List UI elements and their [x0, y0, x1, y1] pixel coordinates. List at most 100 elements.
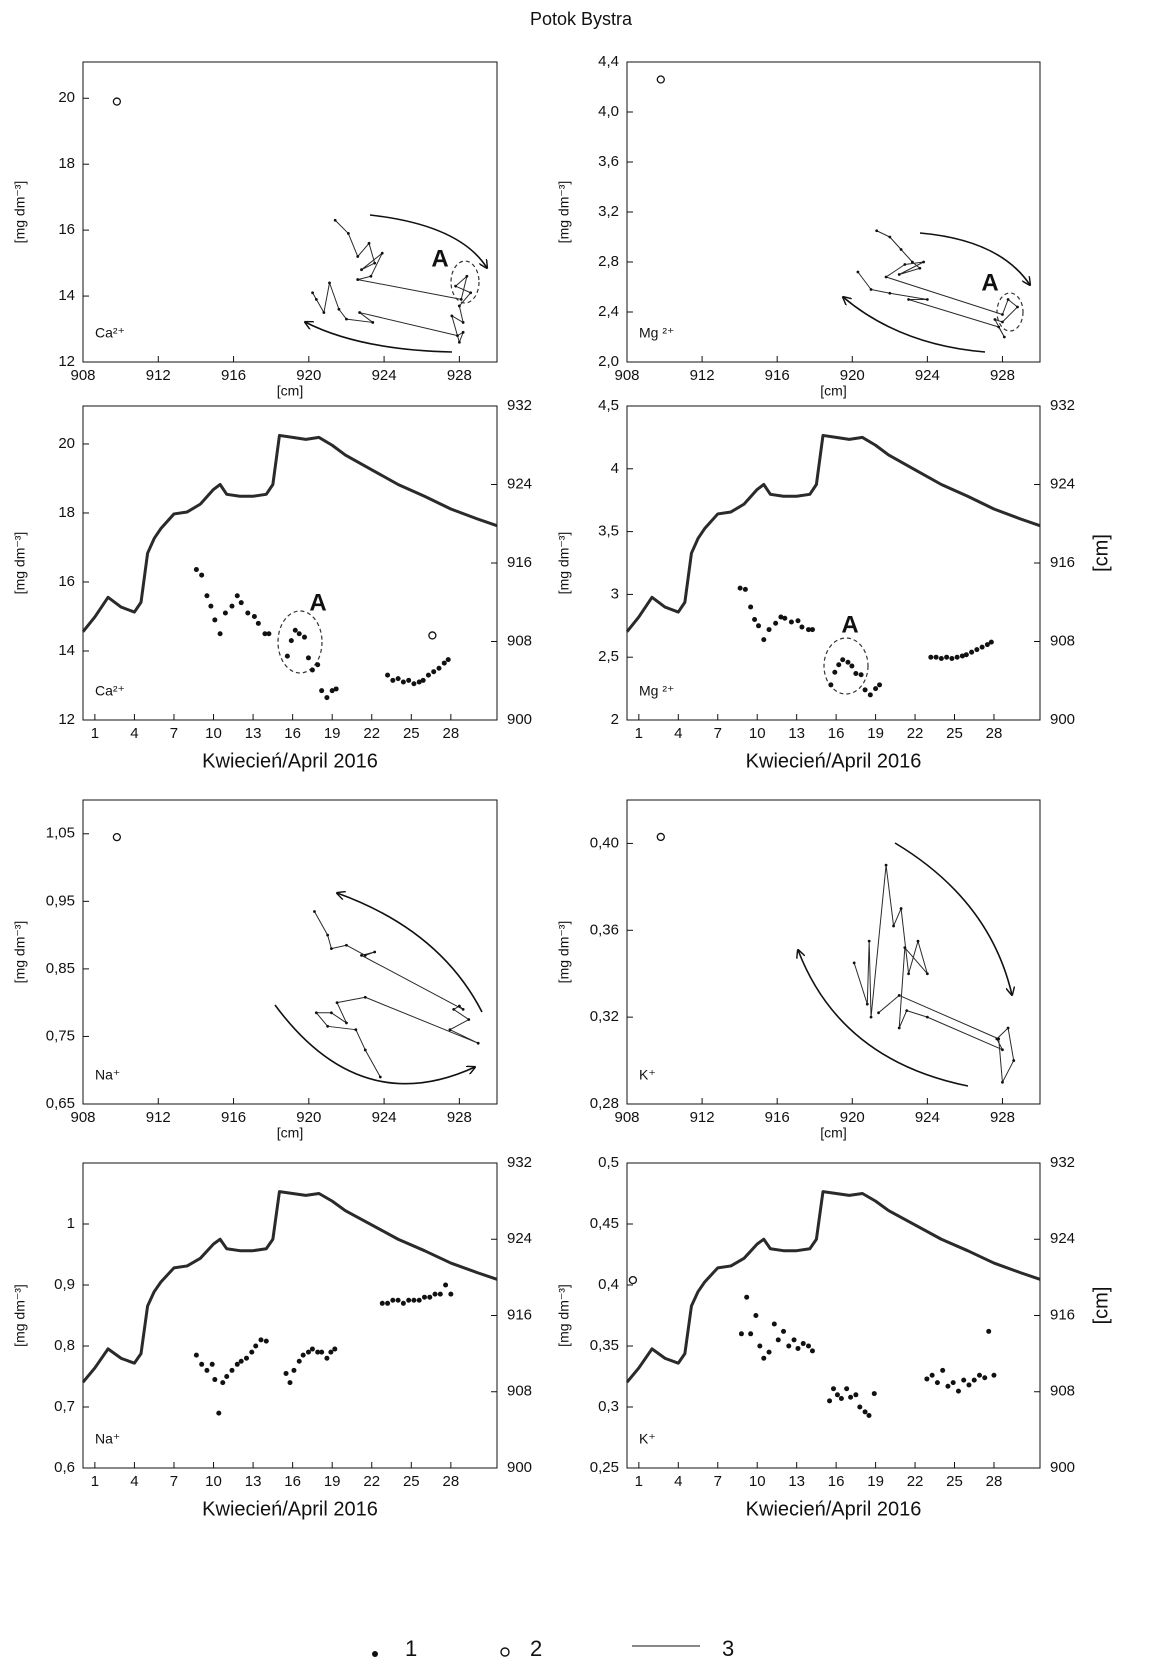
- y-tick-label: 0,45: [590, 1215, 619, 1232]
- y-tick-label: 14: [58, 287, 75, 304]
- y2-tick-label: 916: [507, 554, 532, 571]
- x-tick-label: 10: [205, 1473, 222, 1490]
- x-tick-label: 928: [447, 1109, 472, 1126]
- point: [319, 1349, 325, 1355]
- point: [806, 627, 812, 633]
- point: [974, 647, 980, 653]
- x-axis-label: Kwiecień/April 2016: [746, 750, 922, 772]
- point: [809, 1348, 815, 1354]
- point: [258, 1337, 264, 1343]
- open-point: [656, 75, 665, 84]
- point: [406, 677, 412, 683]
- vertex-dot: [1001, 1080, 1004, 1084]
- point: [954, 654, 960, 660]
- vertex-dot: [925, 1015, 929, 1019]
- plot-frame: [626, 61, 1041, 363]
- x-tick-label: 7: [170, 1473, 178, 1490]
- ion-label: Mg ²⁺: [639, 683, 674, 699]
- annotation: A: [981, 269, 998, 296]
- y-tick-label: 0,35: [590, 1337, 619, 1354]
- hysteresis-line: [314, 911, 479, 1078]
- vertex-dot: [371, 321, 375, 324]
- vertex-dot: [314, 1011, 318, 1015]
- vertex-dot: [897, 273, 901, 276]
- point: [748, 604, 754, 610]
- point: [928, 654, 934, 660]
- x-tick-label: 16: [828, 725, 845, 742]
- y2-axis-label: [cm]: [1090, 1287, 1112, 1325]
- point: [229, 603, 235, 609]
- vertex-dot: [465, 274, 469, 278]
- vertex-dot: [363, 1048, 367, 1052]
- x-tick-label: 920: [296, 1109, 321, 1126]
- point: [255, 620, 261, 626]
- y2-tick-label: 932: [1050, 397, 1075, 414]
- x-axis-label: Kwiecień/April 2016: [746, 1498, 922, 1520]
- ion-label: Ca²⁺: [95, 325, 125, 341]
- vertex-dot: [326, 933, 330, 937]
- hysteresis-line: [853, 864, 1015, 1083]
- x-tick-label: 912: [146, 367, 171, 384]
- point: [862, 1409, 868, 1415]
- vertex-dot: [373, 261, 377, 265]
- y2-tick-label: 908: [507, 632, 532, 649]
- vertex-dot: [356, 278, 360, 281]
- y2-tick-label: 932: [1050, 1154, 1075, 1171]
- x-tick-label: 13: [788, 1473, 805, 1490]
- vertex-dot: [457, 304, 461, 308]
- vertex-dot: [333, 218, 337, 222]
- y-axis-label: [mg dm⁻³]: [556, 181, 572, 244]
- vertex-dot: [360, 268, 363, 272]
- point: [761, 637, 767, 643]
- x-tick-label: 28: [986, 725, 1003, 742]
- point: [266, 631, 272, 637]
- vertex-dot: [448, 1028, 452, 1032]
- ellipse: [450, 260, 480, 304]
- plot-frame: [82, 799, 498, 1105]
- vertex-dot: [892, 924, 895, 928]
- x-tick-label: 13: [245, 1473, 262, 1490]
- y-tick-label: 0,8: [54, 1337, 75, 1354]
- annotation: A: [309, 589, 326, 616]
- hysteresis-line: [312, 219, 472, 343]
- point: [245, 610, 251, 616]
- y-axis-label: [mg dm⁻³]: [12, 921, 28, 984]
- x-tick-label: 920: [296, 367, 321, 384]
- ion-label: Na⁺: [95, 1067, 120, 1083]
- point: [966, 1382, 972, 1388]
- vertex-dot: [888, 235, 892, 239]
- vertex-dot: [322, 311, 326, 314]
- point: [416, 1297, 422, 1303]
- vertex-dot: [897, 1026, 901, 1030]
- vertex-dot: [476, 1041, 480, 1045]
- point: [791, 1337, 797, 1343]
- vertex-dot: [867, 939, 871, 943]
- point: [284, 653, 290, 659]
- x-tick-label: 16: [284, 1473, 301, 1490]
- ellipse: [277, 610, 323, 674]
- point: [329, 688, 335, 694]
- y-tick-label: 0,75: [46, 1027, 75, 1044]
- point: [296, 631, 302, 637]
- point: [773, 620, 779, 626]
- point: [305, 655, 311, 661]
- point: [862, 687, 868, 693]
- vertex-dot: [997, 1037, 1001, 1041]
- vertex-dot: [899, 248, 903, 251]
- vertex-dot: [461, 321, 465, 324]
- point: [848, 1394, 854, 1400]
- y-tick-label: 0,25: [590, 1459, 619, 1476]
- point: [795, 1345, 801, 1351]
- y-tick-label: 4,5: [598, 397, 619, 414]
- ion-label: K⁺: [639, 1431, 656, 1447]
- open-point: [428, 631, 437, 640]
- point: [775, 1337, 781, 1343]
- y2-tick-label: 932: [507, 397, 532, 414]
- x-axis-label: [cm]: [277, 383, 303, 399]
- point: [390, 1297, 396, 1303]
- point: [940, 1367, 946, 1373]
- panel: 2,0 2,4 2,8 3,2 3,6 4,0 4,4 908 912 916 920 924 928 […: [556, 53, 1041, 399]
- arrow: [274, 1004, 475, 1085]
- open-point: [112, 97, 122, 106]
- point: [756, 623, 762, 629]
